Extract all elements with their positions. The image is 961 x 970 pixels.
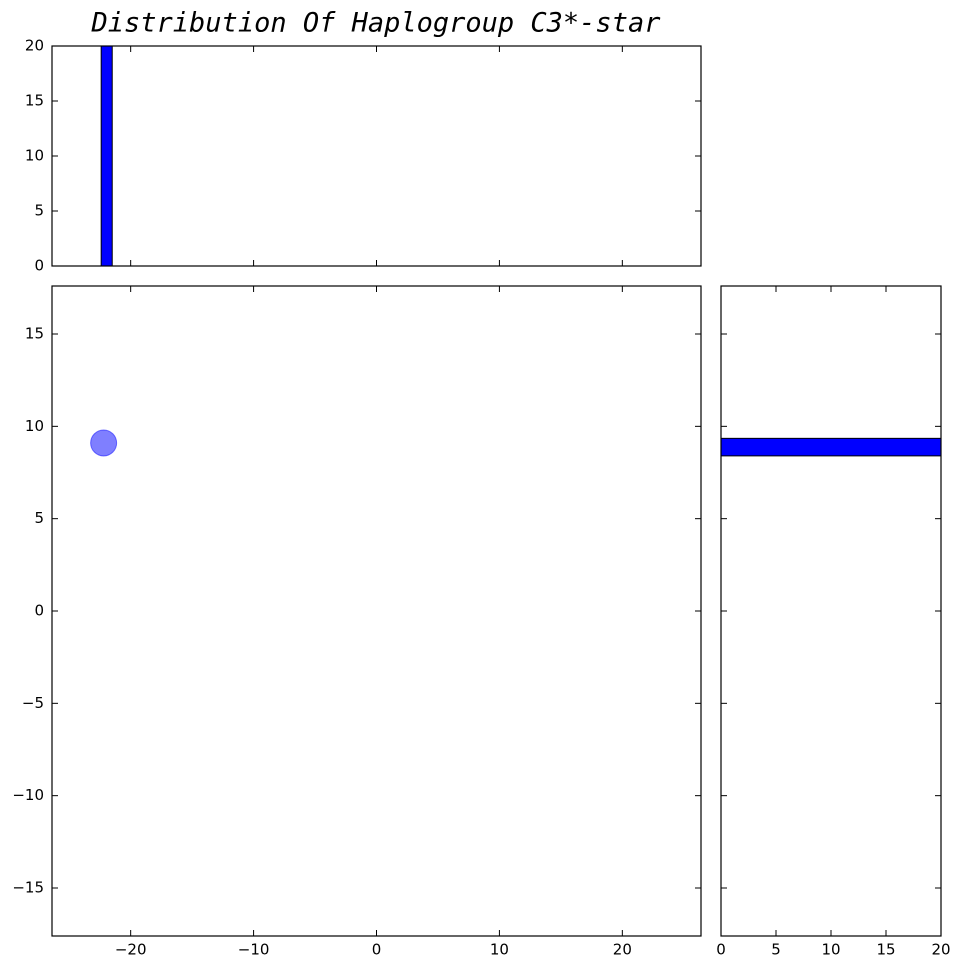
x-tick-label: 20: [613, 941, 632, 959]
y-tick-label: 5: [34, 202, 44, 220]
x-tick-label: 10: [490, 941, 509, 959]
chart-title: Distribution Of Haplogroup C3*-star: [91, 8, 662, 39]
y-tick-label: 10: [25, 417, 44, 435]
x-tick-label: 20: [931, 941, 950, 959]
y-tick-label: −10: [12, 786, 44, 804]
bar: [720, 437, 942, 457]
y-tick-label: 5: [34, 509, 44, 527]
x-tick-label: 5: [771, 941, 781, 959]
x-tick-label: −20: [115, 941, 147, 959]
y-tick-label: 15: [25, 325, 44, 343]
x-tick-label: 15: [876, 941, 895, 959]
x-tick-label: 0: [372, 941, 382, 959]
scatter-point: [90, 429, 118, 457]
y-tick-label: −15: [12, 878, 44, 896]
x-tick-label: −10: [238, 941, 270, 959]
y-tick-label: 10: [25, 147, 44, 165]
y-tick-label: 15: [25, 92, 44, 110]
y-tick-label: 0: [34, 602, 44, 620]
y-tick-label: 0: [34, 257, 44, 275]
y-tick-label: 20: [25, 37, 44, 55]
x-tick-label: 0: [716, 941, 726, 959]
x-tick-label: 10: [821, 941, 840, 959]
y-tick-label: −5: [22, 694, 44, 712]
bar: [100, 45, 113, 267]
